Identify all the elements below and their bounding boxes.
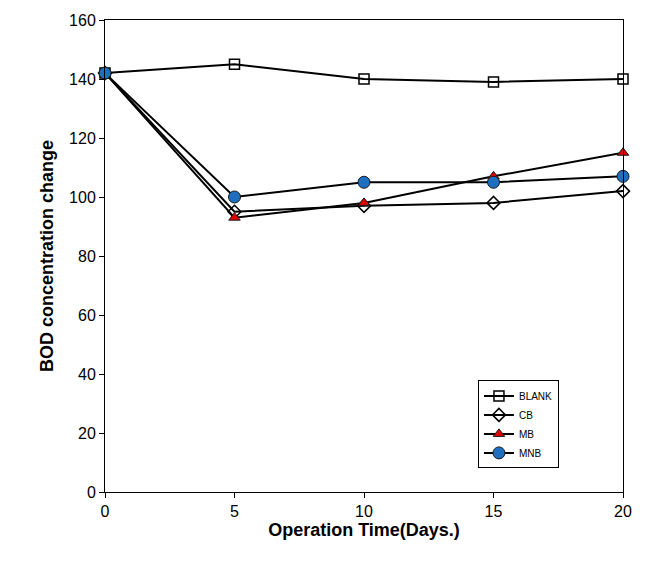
svg-text:60: 60 [78,307,96,324]
svg-text:15: 15 [485,503,503,520]
svg-text:10: 10 [355,503,373,520]
svg-text:BOD concentration change: BOD concentration change [37,140,57,372]
svg-text:MB: MB [519,429,534,440]
svg-text:140: 140 [69,71,96,88]
svg-text:120: 120 [69,130,96,147]
svg-text:0: 0 [87,484,96,501]
svg-text:20: 20 [78,425,96,442]
svg-text:5: 5 [230,503,239,520]
svg-text:BLANK: BLANK [519,391,552,402]
svg-text:0: 0 [101,503,110,520]
svg-text:Operation Time(Days.): Operation Time(Days.) [268,520,460,540]
svg-text:40: 40 [78,366,96,383]
svg-text:CB: CB [519,410,533,421]
svg-text:80: 80 [78,248,96,265]
svg-text:20: 20 [614,503,632,520]
svg-text:MNB: MNB [519,448,542,459]
svg-text:160: 160 [69,12,96,29]
svg-text:100: 100 [69,189,96,206]
